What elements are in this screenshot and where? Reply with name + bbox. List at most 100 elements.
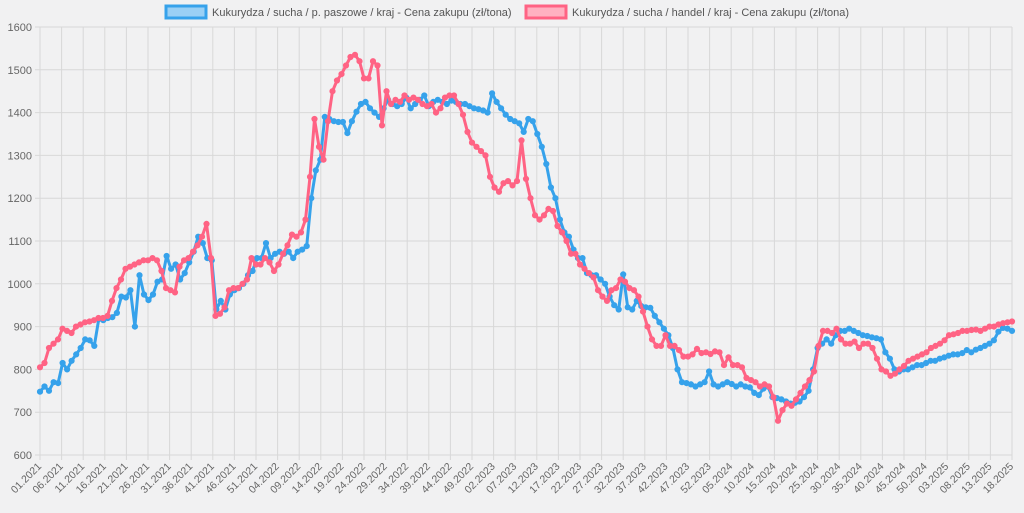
data-point: [671, 342, 678, 349]
data-point: [365, 75, 372, 82]
data-point: [579, 255, 586, 262]
legend-item: Kukurydza / sucha / handel / kraj - Cena…: [524, 4, 849, 20]
data-point: [621, 278, 629, 285]
data-point: [194, 242, 201, 249]
data-point: [113, 309, 121, 316]
data-point: [113, 285, 120, 292]
y-tick-label: 1300: [8, 150, 32, 162]
data-point: [312, 167, 319, 174]
legend: Kukurydza / sucha / p. paszowe / kraj - …: [164, 4, 849, 20]
data-point: [311, 115, 318, 123]
data-point: [792, 396, 800, 403]
data-point: [701, 379, 708, 386]
data-point: [855, 344, 863, 352]
data-point: [421, 92, 428, 99]
data-point: [459, 111, 467, 118]
data-point: [770, 394, 777, 401]
data-point: [674, 366, 681, 373]
data-point: [491, 184, 498, 191]
data-point: [91, 342, 98, 349]
data-point: [1008, 327, 1016, 334]
data-point: [531, 212, 539, 219]
data-point: [378, 122, 386, 129]
data-point: [774, 417, 782, 424]
data-point: [689, 351, 696, 358]
data-point: [290, 255, 297, 262]
data-point: [620, 271, 627, 278]
legend-label: Kukurydza / sucha / p. paszowe / kraj - …: [212, 7, 512, 19]
data-point: [644, 323, 651, 330]
data-point: [168, 265, 175, 272]
data-point: [629, 306, 636, 313]
y-tick-label: 800: [14, 364, 32, 376]
y-tick-label: 600: [14, 450, 32, 462]
data-point: [529, 118, 536, 125]
data-point: [117, 276, 125, 283]
data-point: [414, 96, 422, 103]
data-point: [882, 349, 889, 356]
data-point: [936, 340, 944, 347]
data-point: [502, 111, 509, 118]
series-2: [36, 51, 1016, 424]
data-point: [482, 152, 489, 159]
y-tick-label: 700: [14, 407, 32, 419]
data-point: [217, 297, 224, 304]
data-point: [149, 291, 157, 298]
data-point: [68, 357, 75, 364]
data-point: [342, 62, 350, 69]
data-point: [755, 392, 762, 399]
legend-label: Kukurydza / sucha / handel / kraj - Cena…: [572, 7, 849, 19]
data-point: [941, 337, 948, 344]
data-point: [45, 387, 53, 394]
data-point: [522, 175, 530, 182]
data-point: [810, 368, 818, 375]
y-tick-label: 1100: [8, 236, 32, 248]
data-point: [486, 173, 494, 180]
data-point: [308, 195, 315, 202]
data-point: [828, 340, 835, 347]
data-point: [362, 98, 369, 106]
data-point: [788, 402, 795, 409]
data-point: [262, 240, 270, 247]
data-point: [181, 270, 188, 277]
data-point: [828, 329, 836, 337]
data-point: [468, 139, 476, 146]
data-point: [77, 344, 84, 352]
data-point: [833, 325, 840, 332]
data-point: [635, 293, 642, 300]
data-point: [520, 128, 527, 135]
data-point: [900, 362, 908, 370]
data-point: [547, 184, 555, 191]
data-point: [498, 105, 505, 112]
data-point: [556, 216, 564, 223]
data-point: [527, 195, 534, 202]
data-point: [558, 229, 566, 236]
data-point: [171, 289, 179, 296]
data-point: [660, 325, 668, 332]
data-point: [261, 255, 269, 262]
data-point: [443, 100, 450, 108]
data-point: [923, 349, 930, 356]
data-point: [779, 407, 786, 414]
y-tick-label: 1200: [8, 193, 32, 205]
data-point: [64, 366, 71, 373]
y-tick-label: 1000: [8, 279, 32, 291]
data-point: [464, 128, 471, 135]
data-point: [108, 297, 116, 304]
data-point: [374, 62, 381, 69]
data-point: [886, 355, 894, 362]
data-point: [299, 246, 306, 253]
data-point: [285, 248, 292, 255]
data-point: [437, 105, 444, 112]
data-point: [270, 267, 278, 275]
data-point: [594, 287, 602, 294]
data-point: [297, 229, 305, 236]
data-point: [104, 312, 111, 319]
data-point: [720, 362, 728, 369]
data-point: [549, 207, 557, 215]
data-point: [493, 98, 500, 106]
data-point: [657, 342, 665, 349]
data-point: [630, 287, 638, 294]
data-point: [647, 304, 654, 311]
data-point: [707, 350, 714, 358]
